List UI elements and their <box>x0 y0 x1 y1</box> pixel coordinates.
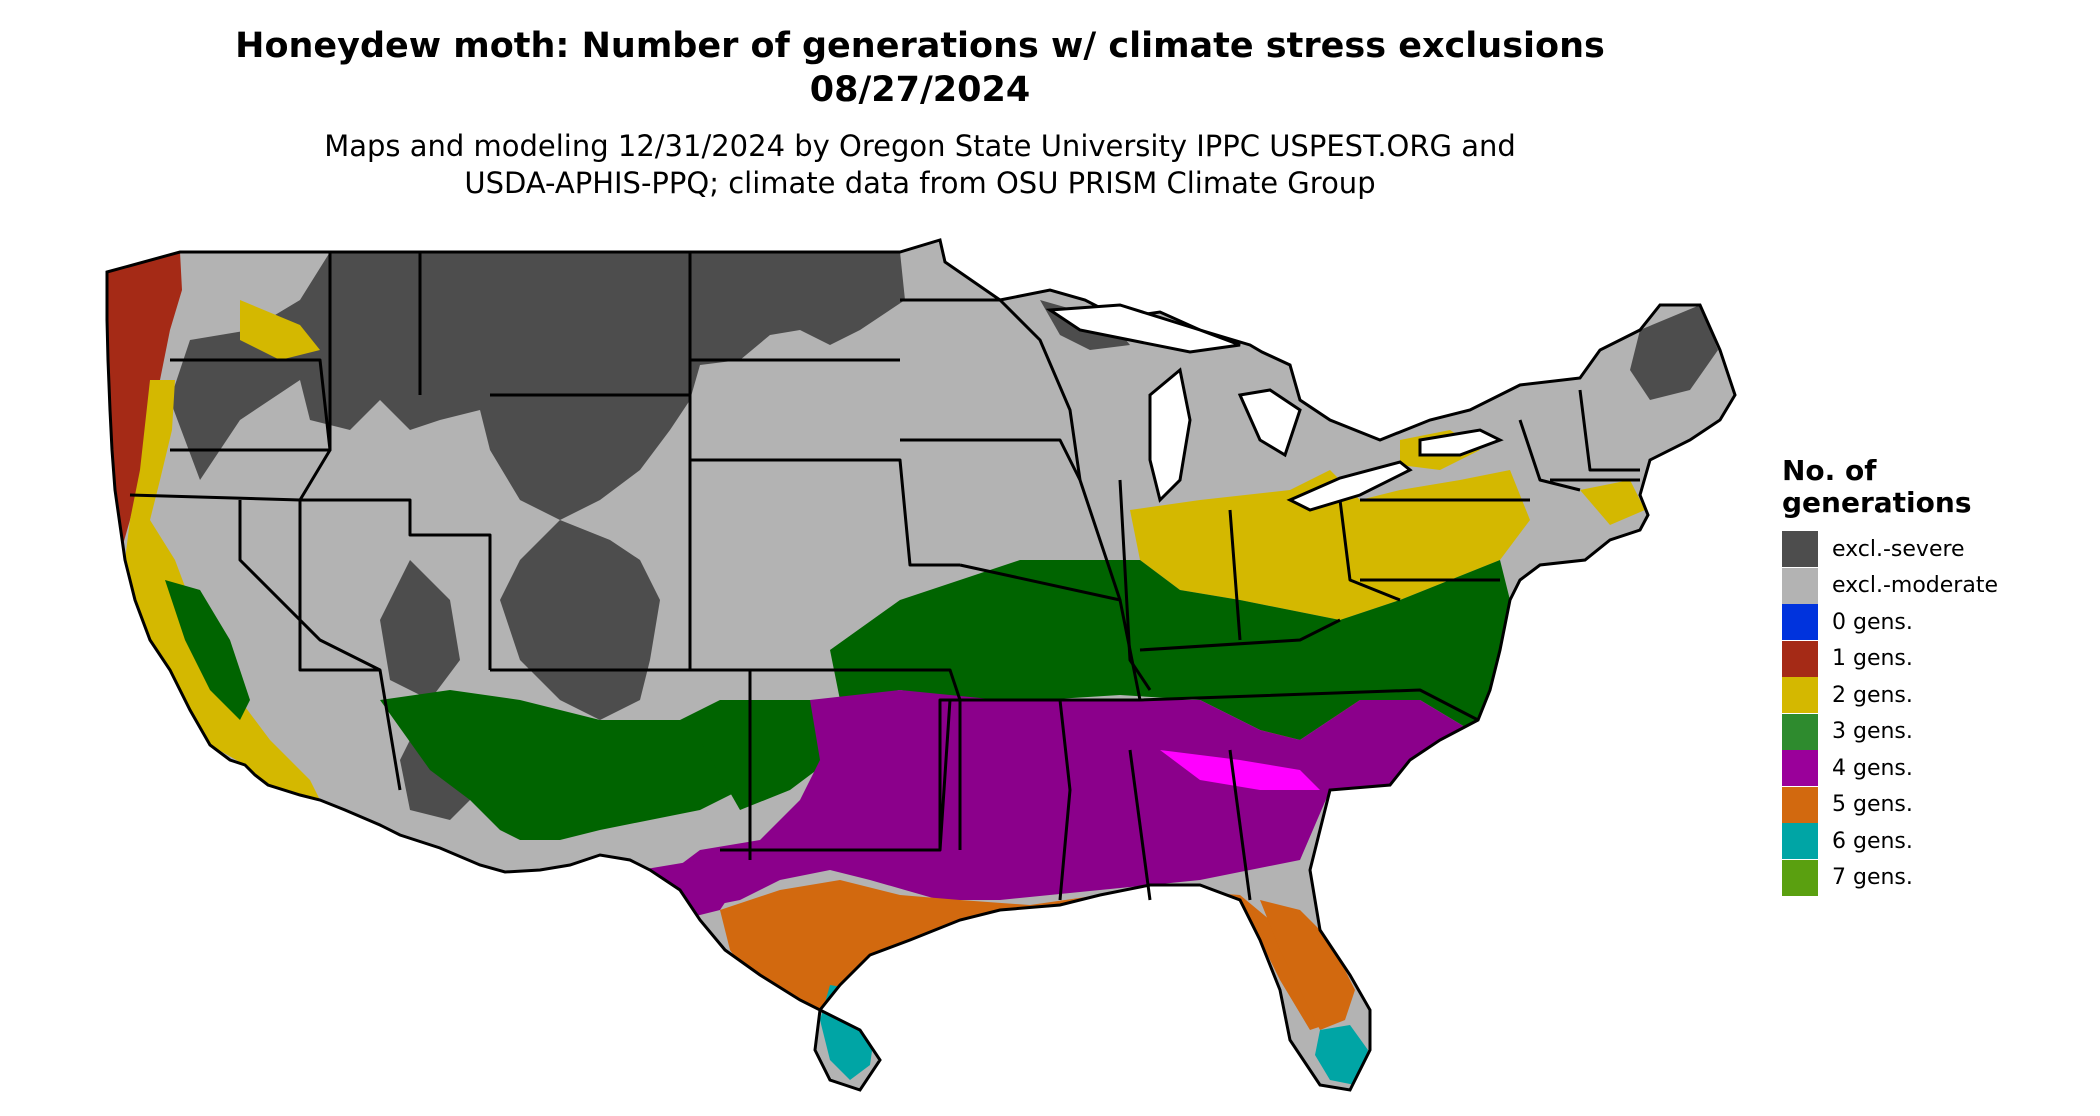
legend-title-line2: generations <box>1782 486 1972 519</box>
lake-superior <box>1045 303 1241 354</box>
zone-6-gens-south-florida <box>1315 1025 1368 1085</box>
legend-label: 0 gens. <box>1832 609 1913 635</box>
border-ut <box>300 498 492 670</box>
legend-swatch <box>1782 604 1818 641</box>
legend-swatch <box>1782 859 1818 896</box>
lake-michigan <box>1148 367 1192 503</box>
legend-label: 1 gens. <box>1832 646 1913 672</box>
border-ca-nv-diag <box>238 500 381 672</box>
legend-label: 5 gens. <box>1832 792 1913 818</box>
legend-item-1-gens: 1 gens. <box>1782 640 1998 678</box>
legend-item-5-gens: 5 gens. <box>1782 786 1998 824</box>
legend-item-3-gens: 3 gens. <box>1782 713 1998 751</box>
zone-2-gens-massachusetts <box>1580 480 1645 525</box>
border-ga <box>1228 749 1252 901</box>
legend-label: excl.-moderate <box>1832 573 1998 599</box>
great-lakes <box>1045 303 1504 512</box>
border-ms <box>1058 699 1072 901</box>
legend-label: 2 gens. <box>1832 682 1913 708</box>
zone-3-gens-southwest <box>380 690 780 840</box>
border-ny-vt <box>1518 419 1581 492</box>
border-tn-nc <box>1139 688 1479 722</box>
zone-3-gens-nm <box>700 700 830 810</box>
map-title: Honeydew moth: Number of generations w/ … <box>0 24 1840 112</box>
lake-erie <box>1286 460 1413 512</box>
zone-1-gens-pacific-nw <box>107 252 182 555</box>
legend-swatch <box>1782 531 1818 568</box>
zone-4-gens-light <box>1160 750 1320 790</box>
legend-swatch <box>1782 640 1818 677</box>
legend-title-line1: No. of <box>1782 454 1877 487</box>
generation-zones <box>107 240 1735 1090</box>
legend-swatch <box>1782 750 1818 787</box>
us-generations-map <box>105 238 1737 1092</box>
legend-item-excl-moderate: excl.-moderate <box>1782 567 1998 605</box>
legend-item-4-gens: 4 gens. <box>1782 750 1998 787</box>
zone-2-gens-wa-band <box>240 300 320 360</box>
border-ia-mo <box>900 438 1122 601</box>
map-title-date: 08/27/2024 <box>809 70 1031 110</box>
zone-excl-severe-utah <box>380 560 460 700</box>
legend-label: 6 gens. <box>1832 828 1913 854</box>
lake-ontario <box>1418 428 1504 457</box>
zone-5-gens-florida <box>1260 900 1355 1030</box>
legend-item-6-gens: 6 gens. <box>1782 823 1998 860</box>
legend-label: 4 gens. <box>1832 755 1913 781</box>
legend: No. of generations excl.-severe excl.-mo… <box>1782 455 1998 896</box>
zone-2-gens-west-coast <box>125 380 320 800</box>
border-tx-ar <box>938 698 960 850</box>
map-subtitle-line1: Maps and modeling 12/31/2024 by Oregon S… <box>324 129 1516 163</box>
border-ky-tn <box>1139 618 1341 652</box>
legend-label: excl.-severe <box>1832 536 1965 562</box>
zone-excl-severe-maine <box>1630 305 1718 400</box>
border-wa-or <box>170 358 332 452</box>
legend-swatch <box>1782 713 1818 750</box>
legend-swatch <box>1782 677 1818 714</box>
legend-item-excl-severe: excl.-severe <box>1782 531 1998 568</box>
legend-label: 3 gens. <box>1832 719 1913 745</box>
border-al <box>1128 749 1152 901</box>
border-sd-ne <box>690 458 960 567</box>
legend-swatch <box>1782 823 1818 860</box>
legend-item-2-gens: 2 gens. <box>1782 677 1998 714</box>
map-subtitle-line2: USDA-APHIS-PPQ; climate data from OSU PR… <box>464 166 1376 200</box>
map-subtitle: Maps and modeling 12/31/2024 by Oregon S… <box>0 128 1840 202</box>
border-nv-ca <box>129 493 402 791</box>
zone-3-gens-central <box>830 560 1515 740</box>
legend-item-7-gens: 7 gens. <box>1782 859 1998 897</box>
border-mn-wi <box>900 298 1082 481</box>
legend-label: 7 gens. <box>1832 865 1913 891</box>
border-il-in <box>1118 479 1152 691</box>
zone-3-gens-california <box>165 580 250 720</box>
zone-excl-severe-north <box>170 252 905 520</box>
legend-swatch <box>1782 786 1818 823</box>
zone-4-gens-south <box>660 690 1490 910</box>
state-borders <box>129 252 1640 901</box>
border-pa-oh-wv <box>1338 499 1401 602</box>
legend-item-0-gens: 0 gens. <box>1782 604 1998 641</box>
border-in-oh <box>1228 509 1242 641</box>
zone-2-gens-ohio-valley <box>1130 470 1530 620</box>
zone-5-gens-gulf <box>720 880 1340 1040</box>
map-title-line1: Honeydew moth: Number of generations w/ … <box>235 26 1605 66</box>
legend-swatch <box>1782 567 1818 604</box>
border-nm-co-ks-ok <box>490 668 1140 702</box>
lake-huron <box>1237 388 1302 458</box>
legend-title: No. of generations <box>1782 455 1998 519</box>
border-vt-nh-ma <box>1578 389 1640 472</box>
border-id <box>298 252 332 501</box>
